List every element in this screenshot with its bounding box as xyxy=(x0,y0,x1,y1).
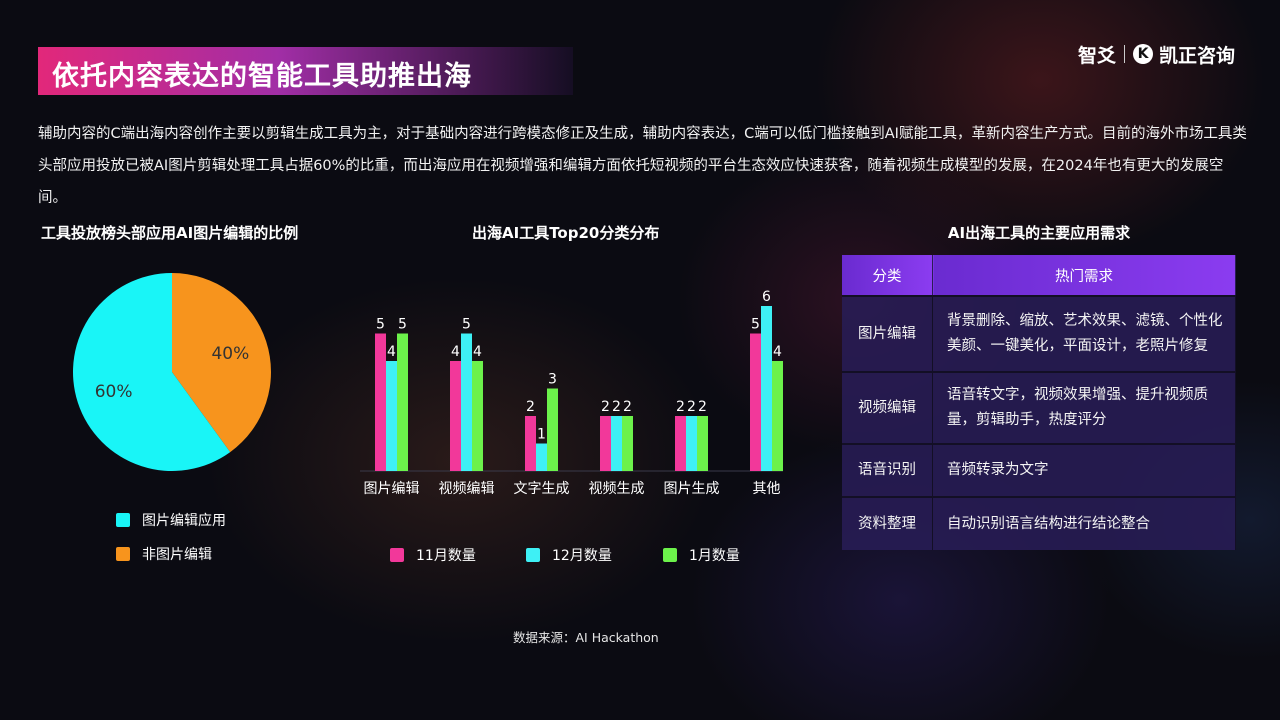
bar-legend-label: 1月数量 xyxy=(689,548,740,564)
table-cell-category: 语音识别 xyxy=(842,443,933,497)
bar-value-label: 5 xyxy=(751,317,760,333)
bar xyxy=(772,361,783,471)
bar-value-label: 5 xyxy=(462,317,471,333)
bar-legend-item: 1月数量 xyxy=(663,545,740,565)
logo-mark-icon: K xyxy=(1133,44,1154,64)
table-header-demand: 热门需求 xyxy=(932,255,1236,296)
bar xyxy=(375,333,386,471)
table-cell-demand: 音频转录为文字 xyxy=(932,443,1236,497)
bar xyxy=(397,333,408,471)
bar-value-label: 4 xyxy=(451,344,460,360)
table-cell-category: 视频编辑 xyxy=(842,371,933,444)
pie-legend-label: 图片编辑应用 xyxy=(142,513,226,529)
table-cell-demand: 自动识别语言结构进行结论整合 xyxy=(932,496,1236,550)
table-cell-demand: 背景删除、缩放、艺术效果、滤镜、个性化美颜、一键美化，平面设计，老照片修复 xyxy=(932,295,1236,372)
bar xyxy=(750,333,761,471)
bar-value-label: 5 xyxy=(398,317,407,333)
legend-swatch xyxy=(116,513,130,527)
bar-value-label: 2 xyxy=(601,399,610,415)
pie-legend-label: 非图片编辑 xyxy=(142,547,212,563)
bar-value-label: 1 xyxy=(537,427,546,443)
bar xyxy=(611,416,622,471)
bar-value-label: 2 xyxy=(612,399,621,415)
bar xyxy=(461,333,472,471)
table-row: 图片编辑 背景删除、缩放、艺术效果、滤镜、个性化美颜、一键美化，平面设计，老照片… xyxy=(842,295,1236,372)
data-source-note: 数据来源：AI Hackathon xyxy=(513,630,659,645)
x-tick-label: 文字生成 xyxy=(514,481,570,497)
x-tick-label: 图片编辑 xyxy=(364,481,420,497)
bar-legend-label: 12月数量 xyxy=(552,548,612,564)
logo-left-text: 智爻 xyxy=(1078,44,1117,67)
legend-swatch xyxy=(663,548,677,562)
bar xyxy=(386,361,397,471)
table-cell-category: 资料整理 xyxy=(842,496,933,550)
legend-swatch xyxy=(116,547,130,561)
table-title: AI出海工具的主要应用需求 xyxy=(947,224,1131,242)
bar xyxy=(697,416,708,471)
brand-logo: 智爻 K 凯正咨询 xyxy=(1078,40,1235,68)
bar xyxy=(472,361,483,471)
table-cell-category: 图片编辑 xyxy=(842,295,933,372)
x-tick-label: 其他 xyxy=(753,481,781,497)
table-header-row: 分类 热门需求 xyxy=(842,255,1236,296)
bar-value-label: 6 xyxy=(762,289,771,305)
table-row: 视频编辑 语音转文字，视频效果增强、提升视频质量，剪辑助手，热度评分 xyxy=(842,371,1236,444)
bar-value-label: 2 xyxy=(623,399,632,415)
bar-legend-item: 11月数量 xyxy=(390,545,476,565)
bar-value-label: 2 xyxy=(698,399,707,415)
x-tick-label: 视频编辑 xyxy=(439,481,495,497)
bar-value-label: 2 xyxy=(526,399,535,415)
demand-table: 分类 热门需求 图片编辑 背景删除、缩放、艺术效果、滤镜、个性化美颜、一键美化，… xyxy=(842,255,1236,550)
x-tick-label: 图片生成 xyxy=(664,481,720,497)
table-row: 语音识别 音频转录为文字 xyxy=(842,443,1236,497)
bar-value-label: 4 xyxy=(387,344,396,360)
pie-slice xyxy=(72,273,231,471)
bar-value-label: 4 xyxy=(773,344,782,360)
bar xyxy=(600,416,611,471)
table-cell-demand: 语音转文字，视频效果增强、提升视频质量，剪辑助手，热度评分 xyxy=(932,371,1236,444)
bar-legend-label: 11月数量 xyxy=(416,548,476,564)
page-title: 依托内容表达的智能工具助推出海 xyxy=(52,61,472,92)
bar xyxy=(622,416,633,471)
bar-value-label: 5 xyxy=(376,317,385,333)
bar-chart-title: 出海AI工具Top20分类分布 xyxy=(472,224,660,242)
table-row: 资料整理 自动识别语言结构进行结论整合 xyxy=(842,496,1236,550)
logo-right-text: 凯正咨询 xyxy=(1159,44,1236,67)
bar-value-label: 2 xyxy=(676,399,685,415)
table-header-category: 分类 xyxy=(842,255,933,296)
intro-paragraph: 辅助内容的C端出海内容创作主要以剪辑生成工具为主，对于基础内容进行跨模态修正及生… xyxy=(38,126,1247,206)
bar xyxy=(675,416,686,471)
bar xyxy=(536,443,547,471)
title-banner: 依托内容表达的智能工具助推出海 xyxy=(38,47,573,95)
logo-divider xyxy=(1124,45,1126,63)
bar xyxy=(450,361,461,471)
bar-legend-item: 12月数量 xyxy=(526,545,612,565)
bar xyxy=(547,388,558,471)
bar xyxy=(525,416,536,471)
bar-value-label: 2 xyxy=(687,399,696,415)
pie-slice-label: 60% xyxy=(95,382,133,402)
bar-value-label: 3 xyxy=(548,372,557,388)
legend-swatch xyxy=(526,548,540,562)
x-tick-label: 视频生成 xyxy=(589,481,645,497)
legend-swatch xyxy=(390,548,404,562)
pie-slice xyxy=(172,273,271,453)
bar xyxy=(761,306,772,471)
bar-value-label: 4 xyxy=(473,344,482,360)
pie-legend-item: 图片编辑应用 xyxy=(116,510,226,530)
bar xyxy=(686,416,697,471)
pie-legend-item: 非图片编辑 xyxy=(116,544,212,564)
pie-chart-title: 工具投放榜头部应用AI图片编辑的比例 xyxy=(41,224,299,242)
pie-slice-label: 40% xyxy=(211,344,249,364)
pie-chart: 40% 60% xyxy=(72,273,271,471)
